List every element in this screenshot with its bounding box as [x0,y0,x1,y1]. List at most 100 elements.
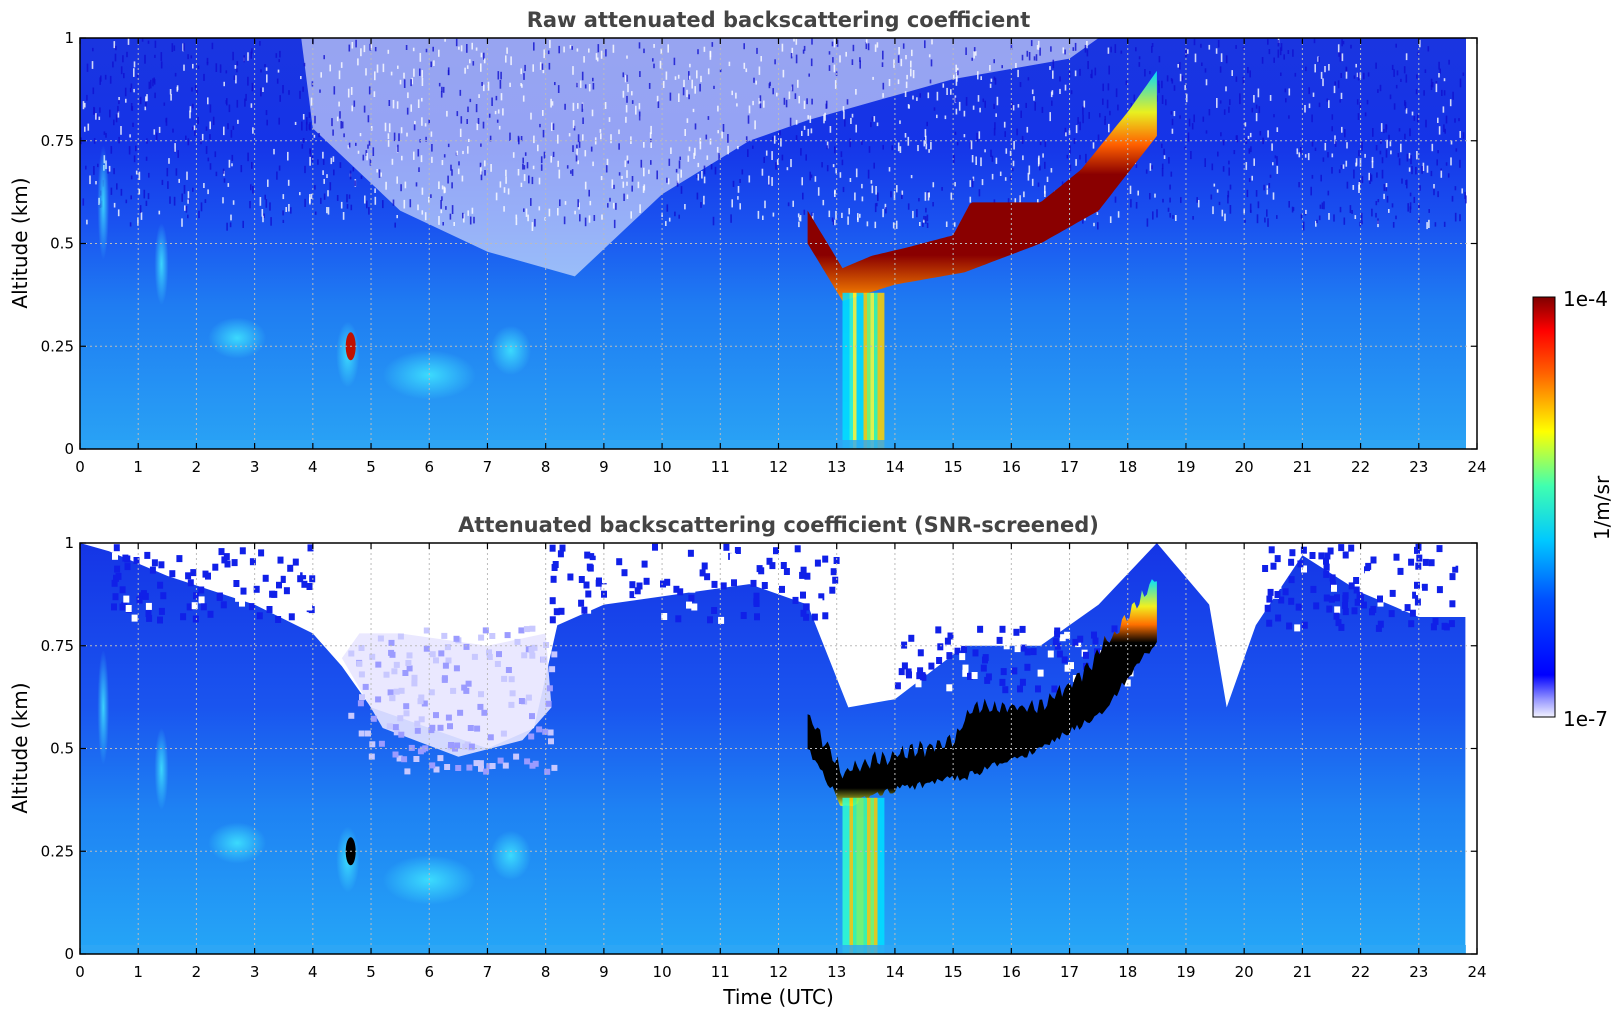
edge-speck [550,575,557,583]
edge-speck [814,559,821,567]
noise-speck [772,212,775,217]
noise-speck [1185,47,1188,57]
noise-speck [451,182,453,189]
lavender-speck [358,645,365,651]
noise-speck [1009,176,1012,181]
noise-speck [1445,162,1448,166]
noise-speck [1114,44,1117,53]
noise-speck [1428,209,1430,213]
edge-speck [309,575,316,583]
lavender-speck [417,698,424,705]
noise-speck [189,106,192,113]
noise-speck [1398,158,1401,166]
noise-speck [1346,142,1348,149]
noise-speck [563,46,565,53]
noise-speck [1094,67,1097,76]
noise-speck [339,162,342,168]
noise-speck [92,47,94,52]
edge-speck [822,555,829,563]
noise-speck [1145,169,1148,174]
noise-speck [518,137,520,145]
noise-speck [851,113,854,118]
noise-speck [576,148,578,156]
noise-speck [1243,208,1245,214]
noise-speck [263,213,265,218]
noise-speck [1302,221,1305,231]
edge-speck [803,613,810,621]
edge-speck [124,555,131,563]
noise-speck [363,105,366,113]
lavender-speck [525,694,532,701]
noise-speck [425,48,428,53]
noise-speck [441,86,443,93]
lavender-speck [423,627,430,634]
lavender-speck [442,662,449,669]
noise-speck [282,219,285,223]
noise-speck [93,107,96,115]
noise-speck [406,107,409,115]
noise-speck [317,159,319,165]
noise-speck [1454,212,1457,222]
panel2-precipitation-streaks [842,797,885,954]
edge-speck [231,559,238,567]
noise-speck [1004,131,1006,137]
noise-speck [531,222,534,231]
noise-speck [160,52,163,61]
noise-speck [752,145,754,149]
noise-speck [314,115,316,124]
edge-speck [191,602,198,610]
edge-speck [917,649,924,657]
noise-speck [550,155,552,163]
noise-speck [759,95,762,102]
noise-speck [277,69,280,73]
edge-speck [1111,625,1118,633]
noise-speck [713,85,715,89]
noise-speck [1447,173,1450,178]
noise-speck [839,55,841,63]
precip-streak [856,797,860,954]
edge-speck [283,587,290,595]
noise-speck [132,122,134,127]
noise-speck [1367,72,1370,77]
noise-speck [332,156,335,162]
noise-speck [539,62,542,70]
noise-speck [117,209,120,217]
edge-speck [1274,591,1281,598]
noise-speck [533,42,535,51]
noise-speck [186,171,188,180]
noise-speck [1291,206,1294,213]
precip-streak [874,797,878,954]
noise-speck [398,133,400,142]
edge-speck [1318,552,1325,560]
noise-speck [197,116,199,125]
edge-speck [677,588,684,596]
edge-speck [999,678,1006,686]
noise-speck [369,158,372,166]
edge-speck [1282,588,1289,596]
noise-speck [842,186,845,193]
noise-speck [1044,161,1046,169]
edge-speck [239,547,246,555]
noise-speck [855,89,857,95]
edge-speck [1326,605,1333,613]
noise-speck [703,165,706,175]
lavender-speck [397,633,404,640]
y-tick-label: 0.25 [41,337,74,355]
noise-speck [1331,153,1334,158]
noise-speck [1319,204,1322,209]
noise-speck [1328,64,1330,71]
noise-speck [1152,211,1154,220]
noise-speck [1426,222,1428,230]
noise-speck [882,50,884,60]
noise-speck [285,207,287,212]
noise-speck [652,58,654,62]
noise-speck [1197,200,1200,208]
noise-speck [456,111,459,117]
noise-speck [1327,190,1330,196]
y-tick-label: 0.75 [41,132,74,150]
noise-speck [743,43,745,50]
edge-speck [146,614,153,622]
noise-speck [989,65,991,71]
noise-speck [444,38,446,42]
noise-speck [930,142,932,150]
